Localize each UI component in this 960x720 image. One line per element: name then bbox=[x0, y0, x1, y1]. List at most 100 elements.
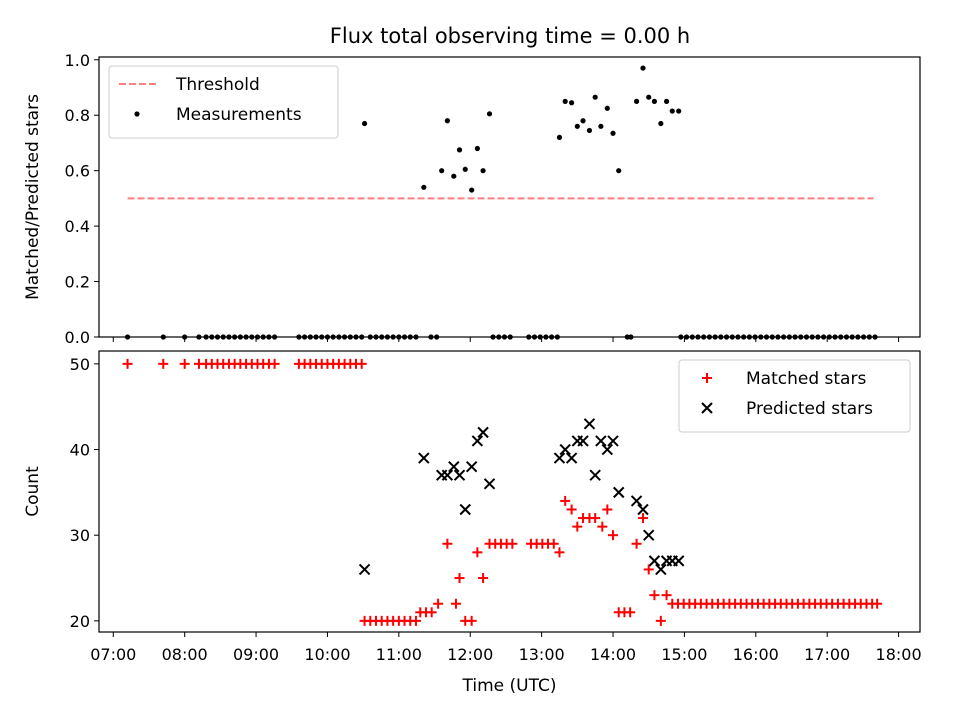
measurement-point bbox=[569, 100, 575, 106]
predicted-stars-point bbox=[448, 460, 460, 473]
x-stroke-b bbox=[655, 563, 667, 576]
y-tick-label: 50 bbox=[70, 355, 90, 374]
x-stroke-b bbox=[701, 402, 713, 414]
matched-stars-point bbox=[450, 598, 461, 609]
matched-stars-point bbox=[442, 538, 453, 549]
predicted-stars-point bbox=[471, 435, 484, 447]
predicted-stars-point bbox=[672, 555, 685, 567]
legend-measurement-swatch bbox=[134, 111, 140, 117]
measurement-point bbox=[574, 123, 580, 129]
matched-stars-point bbox=[158, 358, 169, 369]
matched-stars-point bbox=[472, 547, 483, 558]
x-stroke-b bbox=[565, 452, 578, 464]
matched-stars-point bbox=[433, 598, 444, 609]
y-tick-label: 0.0 bbox=[65, 328, 90, 347]
matched-stars-point bbox=[454, 573, 465, 584]
predicted-stars-point bbox=[637, 503, 649, 516]
measurement-point bbox=[444, 118, 450, 124]
measurement-point bbox=[604, 105, 610, 111]
measurement-point bbox=[474, 145, 480, 152]
measurement-point bbox=[640, 65, 646, 71]
x-stroke-b bbox=[448, 460, 460, 473]
measurement-point bbox=[562, 98, 568, 104]
predicted-stars-point bbox=[418, 452, 430, 464]
x-tick-label: 18:00 bbox=[876, 645, 922, 664]
legend: Matched stars Predicted stars bbox=[678, 359, 911, 433]
measurement-point bbox=[469, 187, 475, 193]
x-stroke-b bbox=[672, 555, 685, 567]
x-stroke-b bbox=[589, 469, 601, 481]
matched-stars-point bbox=[597, 521, 608, 532]
predicted-stars-point bbox=[643, 529, 655, 541]
plot-frame bbox=[98, 56, 921, 338]
measurement-point bbox=[451, 173, 457, 179]
x-tick-label: 17:00 bbox=[804, 645, 850, 664]
measurement-point bbox=[586, 127, 593, 134]
x-stroke-b bbox=[643, 529, 655, 541]
legend-label: Threshold bbox=[175, 75, 260, 95]
measurement-point bbox=[610, 130, 616, 136]
x-stroke-b bbox=[441, 469, 454, 481]
x-tick-label: 09:00 bbox=[233, 645, 279, 664]
predicted-stars-point bbox=[441, 469, 454, 481]
measurement-point bbox=[361, 120, 368, 127]
matched-stars-point bbox=[269, 358, 280, 369]
y-tick-label: 0.4 bbox=[65, 217, 90, 236]
x-stroke-b bbox=[637, 503, 649, 516]
measurement-point bbox=[456, 147, 463, 153]
y-tick-label: 30 bbox=[70, 526, 90, 545]
x-tick-label: 12:00 bbox=[447, 645, 493, 664]
measurement-point bbox=[651, 98, 658, 104]
y-axis-label: Count bbox=[23, 466, 43, 517]
figure-title: Flux total observing time = 0.00 h bbox=[330, 24, 690, 48]
x-stroke-b bbox=[418, 452, 430, 464]
legend-matched-swatch bbox=[702, 373, 712, 383]
x-stroke-b bbox=[465, 460, 478, 473]
matched-stars-point bbox=[548, 538, 559, 549]
x-stroke-b bbox=[613, 486, 625, 499]
y-tick-label: 40 bbox=[70, 441, 90, 460]
top-panel-ratio-chart: 0.0 0.2 0.4 0.6 0.8 1.0 Matched/Predicted star… bbox=[23, 51, 921, 347]
matched-stars-point bbox=[426, 607, 437, 618]
matched-stars-point bbox=[590, 513, 601, 524]
x-stroke-b bbox=[630, 495, 643, 507]
x-tick-label: 15:00 bbox=[661, 645, 707, 664]
measurement-point bbox=[421, 184, 427, 190]
measurement-point bbox=[462, 166, 468, 172]
predicted-stars-point bbox=[583, 418, 596, 430]
predicted-stars-point bbox=[607, 435, 619, 447]
measurement-point bbox=[663, 98, 670, 104]
predicted-stars-point bbox=[595, 435, 607, 447]
measurement-point bbox=[616, 168, 622, 174]
matched-stars-point bbox=[554, 547, 565, 558]
x-stroke-b bbox=[477, 426, 489, 439]
predicted-stars-point bbox=[648, 555, 661, 567]
matched-stars-point bbox=[602, 504, 613, 515]
matched-stars-point bbox=[649, 590, 660, 601]
predicted-stars-point bbox=[589, 469, 601, 481]
x-stroke-b bbox=[453, 469, 466, 481]
matched-stars-point bbox=[478, 573, 489, 584]
legend-box bbox=[108, 65, 339, 139]
x-stroke-b bbox=[559, 443, 571, 456]
legend-predicted-swatch bbox=[701, 402, 713, 414]
legend-box bbox=[678, 359, 911, 433]
predicted-stars-point bbox=[453, 469, 466, 481]
x-stroke-b bbox=[583, 418, 596, 430]
measurement-point bbox=[658, 120, 664, 127]
predicted-stars-point bbox=[559, 443, 571, 456]
x-stroke-b bbox=[648, 555, 661, 567]
measurement-point bbox=[556, 134, 563, 140]
predicted-stars-point bbox=[613, 486, 625, 499]
predicted-stars-point bbox=[358, 563, 371, 576]
matched-stars-point bbox=[466, 615, 477, 626]
x-stroke-b bbox=[601, 443, 614, 456]
predicted-stars-point bbox=[477, 426, 489, 439]
bottom-panel-count-chart: 20 30 40 50 07:00 08:00 09:00 10:00 11:00 12:00 13… bbox=[23, 350, 922, 696]
y-tick-label: 1.0 bbox=[65, 51, 90, 70]
x-tick-label: 10:00 bbox=[304, 645, 350, 664]
matched-stars-point bbox=[507, 538, 518, 549]
predicted-stars-point bbox=[630, 495, 643, 507]
x-tick-label: 14:00 bbox=[590, 645, 636, 664]
matched-stars-point bbox=[122, 358, 133, 369]
